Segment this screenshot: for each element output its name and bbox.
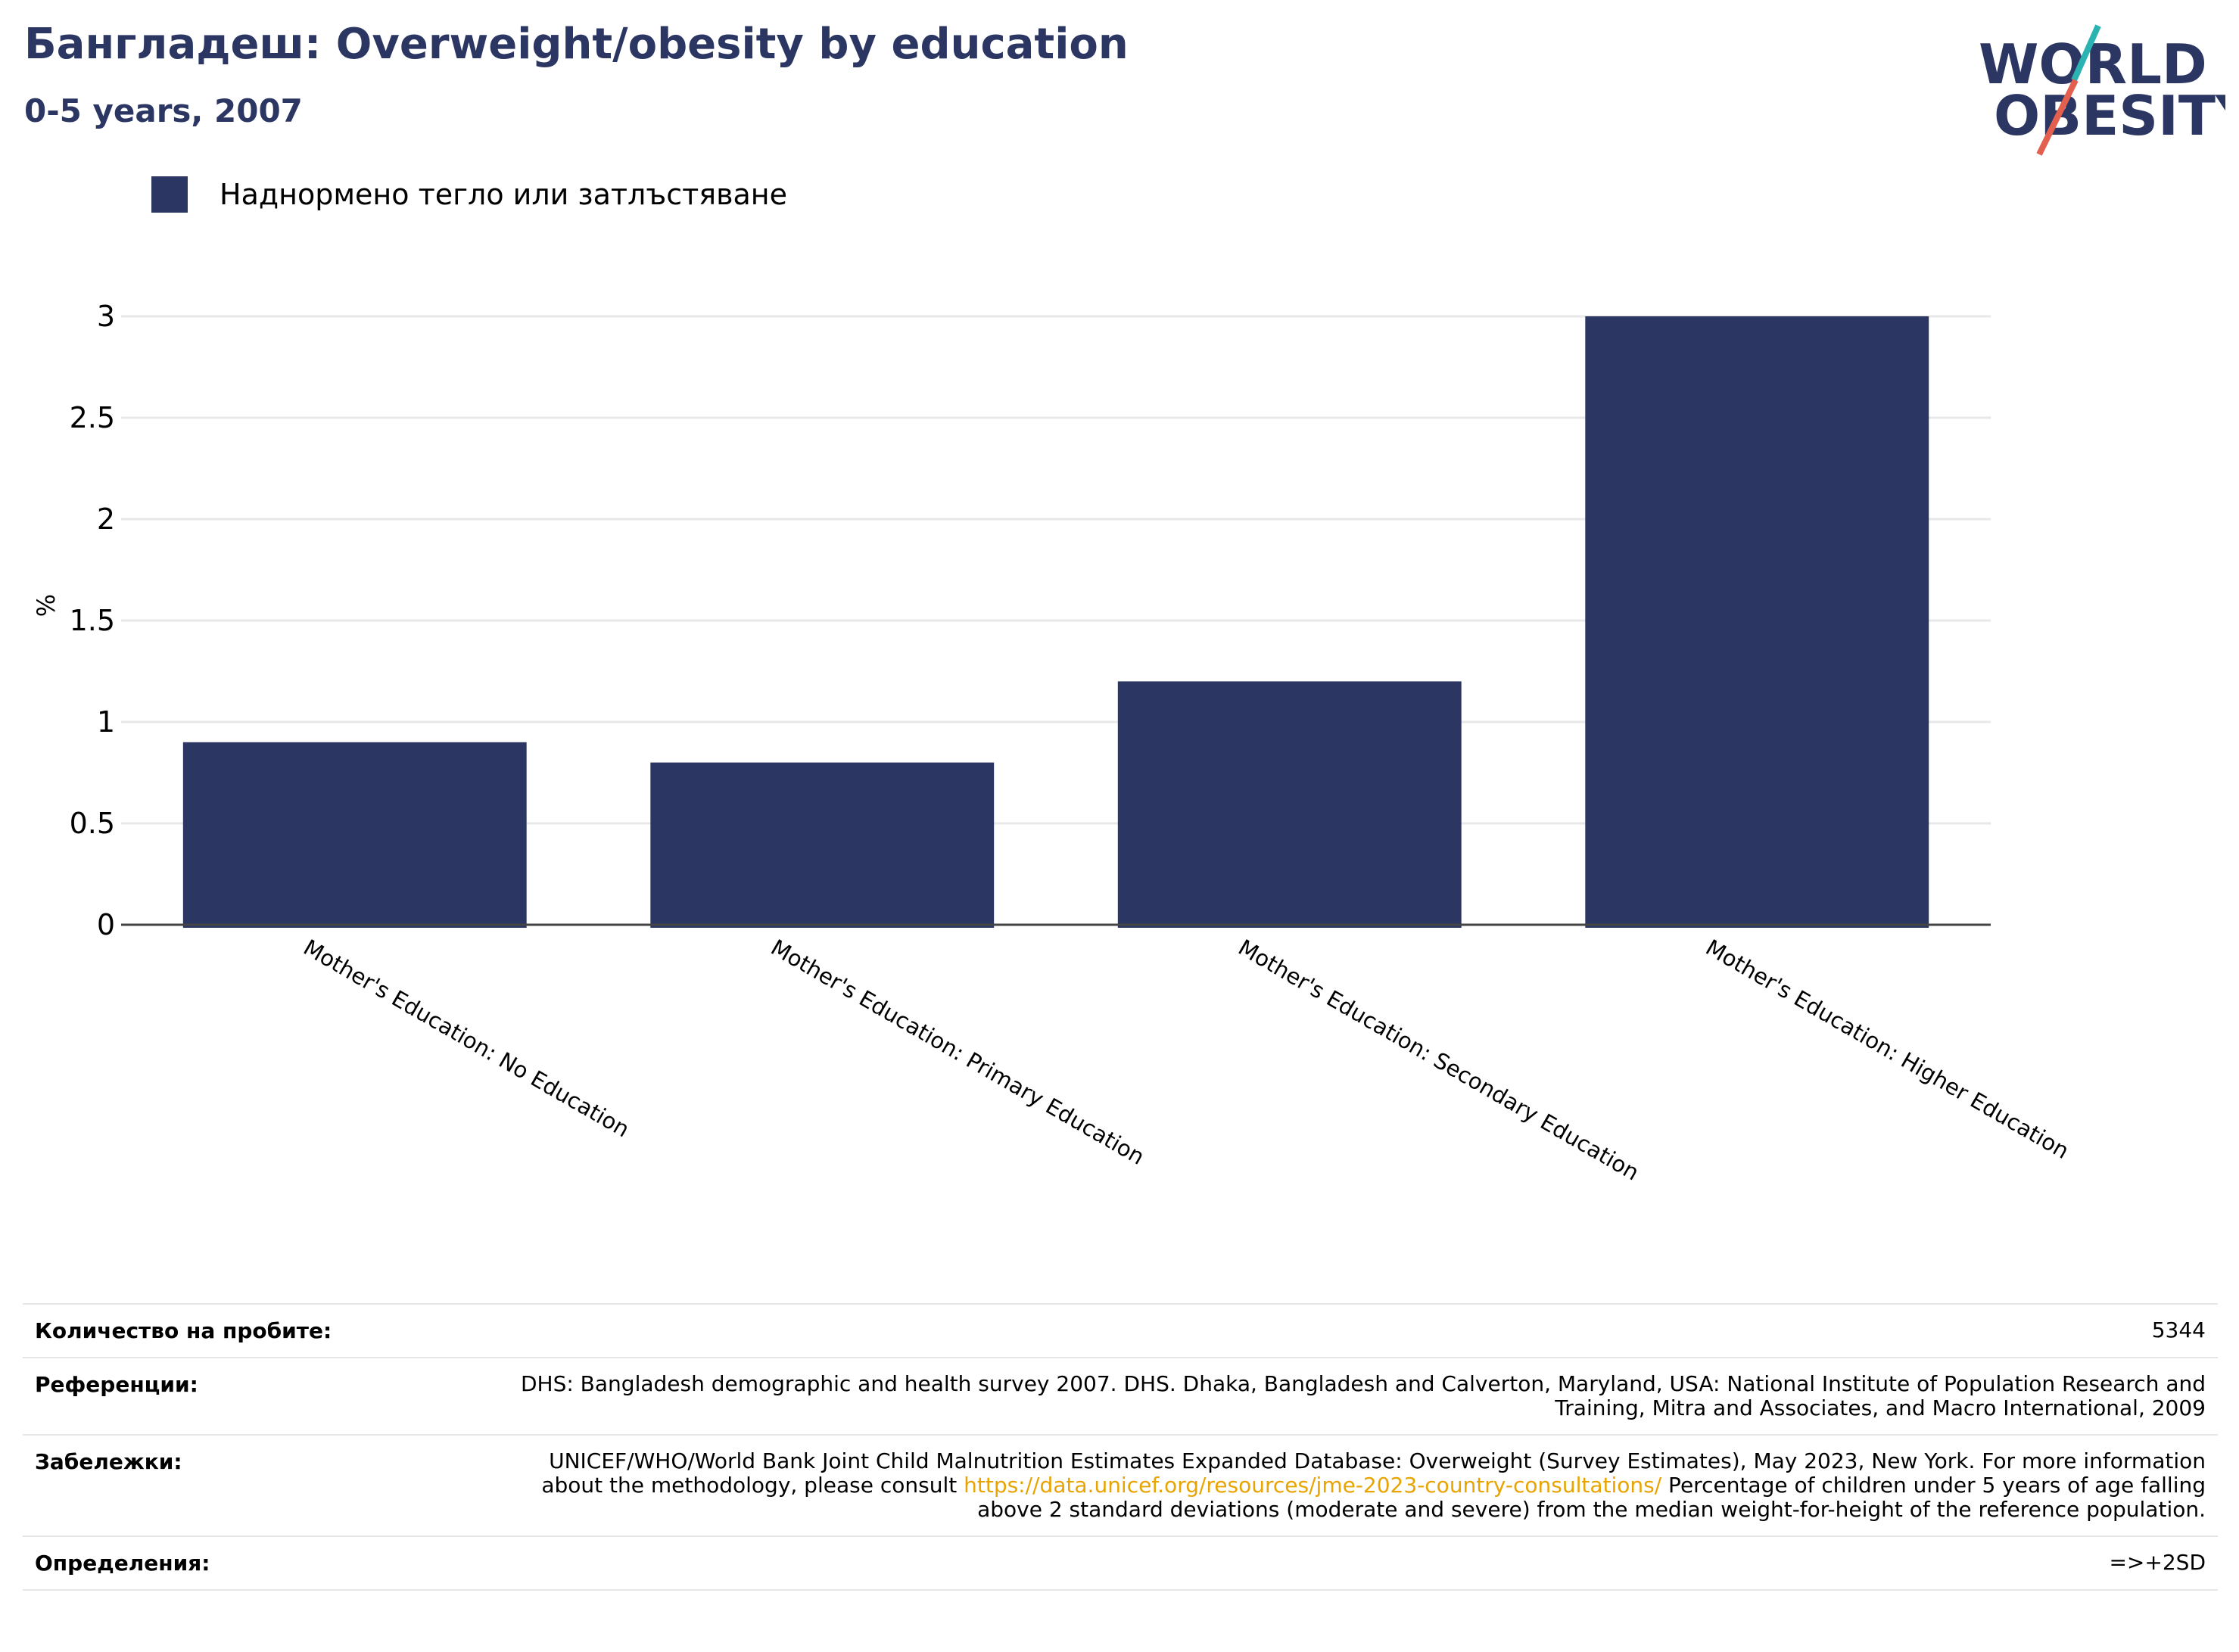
bars xyxy=(182,316,1929,928)
info-value: =>+2SD xyxy=(2109,1550,2206,1575)
bar[interactable] xyxy=(1585,316,1929,928)
info-key: Забележки: xyxy=(35,1449,182,1474)
logo-slash-teal xyxy=(2071,24,2101,82)
notes-text-before: UNICEF/WHO/World Bank Joint Child Malnut… xyxy=(541,1448,2206,1498)
chart-title: Бангладеш: Overweight/obesity by educati… xyxy=(24,20,1129,69)
info-key: Количество на пробите: xyxy=(35,1318,332,1343)
legend-swatch xyxy=(151,176,188,213)
x-category-label: Mother's Education: Primary Education xyxy=(767,935,1149,1170)
x-category-label: Mother's Education: Higher Education xyxy=(1702,935,2074,1164)
info-row-definitions: Определения: =>+2SD xyxy=(23,1536,2218,1590)
y-tick-label: 2 xyxy=(97,502,115,536)
world-obesity-logo: WORLD OBESITY xyxy=(1979,24,2225,156)
info-value: UNICEF/WHO/World Bank Joint Child Malnut… xyxy=(501,1435,2218,1536)
y-tick-label: 0.5 xyxy=(70,807,115,840)
info-value: DHS: Bangladesh demographic and health s… xyxy=(520,1371,2206,1420)
info-key: Референции: xyxy=(35,1372,198,1397)
bar[interactable] xyxy=(182,742,527,928)
y-axis-label: % xyxy=(32,594,61,617)
y-tick-label: 1 xyxy=(97,705,115,739)
info-table: Количество на пробите: 5344 Референции: … xyxy=(23,1303,2218,1591)
logo-slash-red xyxy=(2036,79,2079,156)
x-category-label: Mother's Education: No Education xyxy=(299,935,634,1143)
bar-chart: 0 0.5 1 1.5 2 2.5 3 Mother's Education: No Educ… xyxy=(32,300,2074,1186)
y-tick-label: 1.5 xyxy=(70,604,115,637)
info-row-notes: Забележки: UNICEF/WHO/World Bank Joint C… xyxy=(23,1435,2218,1536)
chart-legend: Наднормено тегло или затлъстяване xyxy=(151,176,787,213)
y-tick-label: 2.5 xyxy=(70,401,115,434)
chart-subtitle: 0-5 years, 2007 xyxy=(24,92,303,129)
bar[interactable] xyxy=(650,762,995,928)
y-tick-label: 3 xyxy=(97,300,115,333)
info-row-sample-size: Количество на пробите: 5344 xyxy=(23,1304,2218,1358)
x-category-label: Mother's Education: Secondary Education xyxy=(1234,935,1643,1186)
info-row-references: Референции: DHS: Bangladesh demographic … xyxy=(23,1358,2218,1435)
methodology-link[interactable]: https://data.unicef.org/resources/jme-20… xyxy=(964,1473,1662,1498)
notes-text-after: Percentage of children under 5 years of … xyxy=(977,1473,2206,1522)
info-value: 5344 xyxy=(2151,1318,2206,1342)
info-key: Определения: xyxy=(35,1551,210,1576)
y-tick-label: 0 xyxy=(97,908,115,941)
bar[interactable] xyxy=(1117,681,1462,928)
legend-label: Наднормено тегло или затлъстяване xyxy=(220,178,787,211)
logo-text-obesity: OBESITY xyxy=(1994,84,2225,148)
